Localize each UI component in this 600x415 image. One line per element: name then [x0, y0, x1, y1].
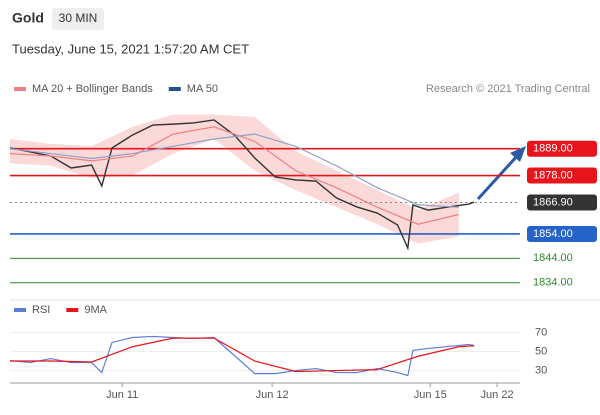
level-label: 1834.00	[533, 277, 573, 289]
interval-badge[interactable]	[52, 8, 104, 30]
legend-label: MA 50	[187, 83, 218, 95]
series-line	[9, 126, 459, 225]
arrow-head	[510, 146, 526, 162]
legend-swatch	[14, 308, 26, 312]
x-tick-label: Jun 11	[106, 389, 138, 401]
level-label: 1889.00	[533, 143, 573, 155]
level-label: 1878.00	[533, 169, 573, 181]
credit: Research © 2021 Trading Central	[426, 83, 590, 95]
y-tick-label: 30	[535, 364, 547, 376]
series-line	[10, 337, 475, 373]
x-tick-label: Jun 22	[481, 389, 514, 401]
legend-swatch	[168, 87, 181, 91]
level-label-box	[527, 194, 597, 211]
y-tick-label: 70	[535, 326, 547, 338]
y-tick-label: 50	[535, 345, 547, 357]
level-label: 1866.90	[533, 196, 573, 208]
legend-swatch	[66, 308, 79, 312]
level-label-box	[527, 225, 597, 242]
x-tick-label: Jun 15	[414, 389, 447, 401]
series-line	[9, 119, 475, 251]
bollinger-band	[10, 114, 459, 244]
arrow-shaft	[476, 153, 520, 201]
timestamp: Tuesday, June 15, 2021 1:57:20 AM CET	[12, 41, 249, 56]
level-label-box	[527, 167, 597, 184]
interval[interactable]: 30 MIN	[59, 11, 98, 25]
legend-label: 9MA	[84, 304, 107, 316]
level-label-box	[527, 140, 597, 157]
title: Gold	[12, 10, 44, 26]
level-label: 1854.00	[533, 228, 573, 240]
level-label: 1844.00	[533, 252, 573, 264]
legend-swatch	[14, 87, 26, 91]
series-line	[9, 133, 459, 208]
legend-label: RSI	[32, 304, 50, 316]
x-tick-label: Jun 12	[256, 389, 289, 401]
legend-label: MA 20 + Bollinger Bands	[32, 83, 153, 95]
